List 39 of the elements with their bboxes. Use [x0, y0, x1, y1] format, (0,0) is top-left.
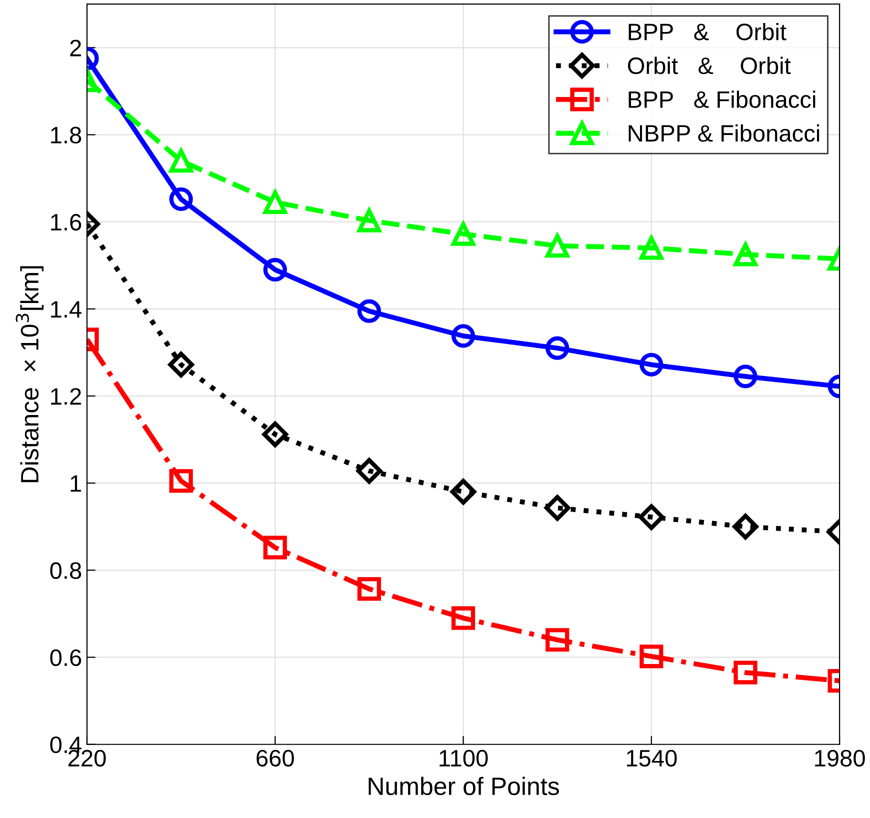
x-tick-label: 1100 — [440, 750, 488, 767]
point — [356, 458, 382, 484]
point — [451, 324, 476, 348]
x-tick-label: 1980 — [815, 750, 865, 767]
point — [638, 504, 664, 530]
y-tick-label: 1 — [70, 475, 81, 492]
y-tick-label: 1.8 — [51, 126, 82, 144]
point — [262, 421, 288, 448]
point — [734, 660, 758, 684]
x-axis-title: Number of Points — [368, 776, 559, 796]
x-tick-label: 1540 — [626, 750, 677, 767]
point — [734, 364, 758, 388]
legend-label: Orbit & Orbit — [628, 56, 791, 74]
point — [169, 469, 193, 493]
point — [357, 577, 382, 601]
y-tick-label: 2 — [70, 40, 81, 56]
legend-label: BPP & Fibonacci — [628, 90, 816, 108]
y-tick-label: 1.2 — [51, 388, 81, 405]
point — [732, 514, 758, 540]
y-tick-label: 1.4 — [51, 301, 82, 318]
legend-label: BPP & Orbit — [628, 22, 786, 40]
point — [546, 628, 570, 652]
y-tick-label: 0.6 — [50, 649, 82, 666]
x-tick-label: 660 — [256, 750, 294, 767]
y-tick-label: 0.8 — [50, 562, 82, 579]
y-tick-label: 1.6 — [51, 214, 82, 231]
legend-label: NBPP & Fibonacci — [628, 124, 820, 142]
point — [451, 606, 476, 630]
point — [168, 352, 194, 378]
point — [544, 495, 570, 521]
point — [169, 187, 193, 211]
y-axis-title: Distance × 10$^{3}$[km] — [16, 266, 44, 482]
point — [640, 352, 664, 376]
point — [263, 258, 287, 282]
point — [357, 299, 382, 323]
point — [263, 536, 287, 560]
point — [450, 478, 476, 505]
point — [546, 336, 570, 360]
point — [640, 644, 664, 668]
